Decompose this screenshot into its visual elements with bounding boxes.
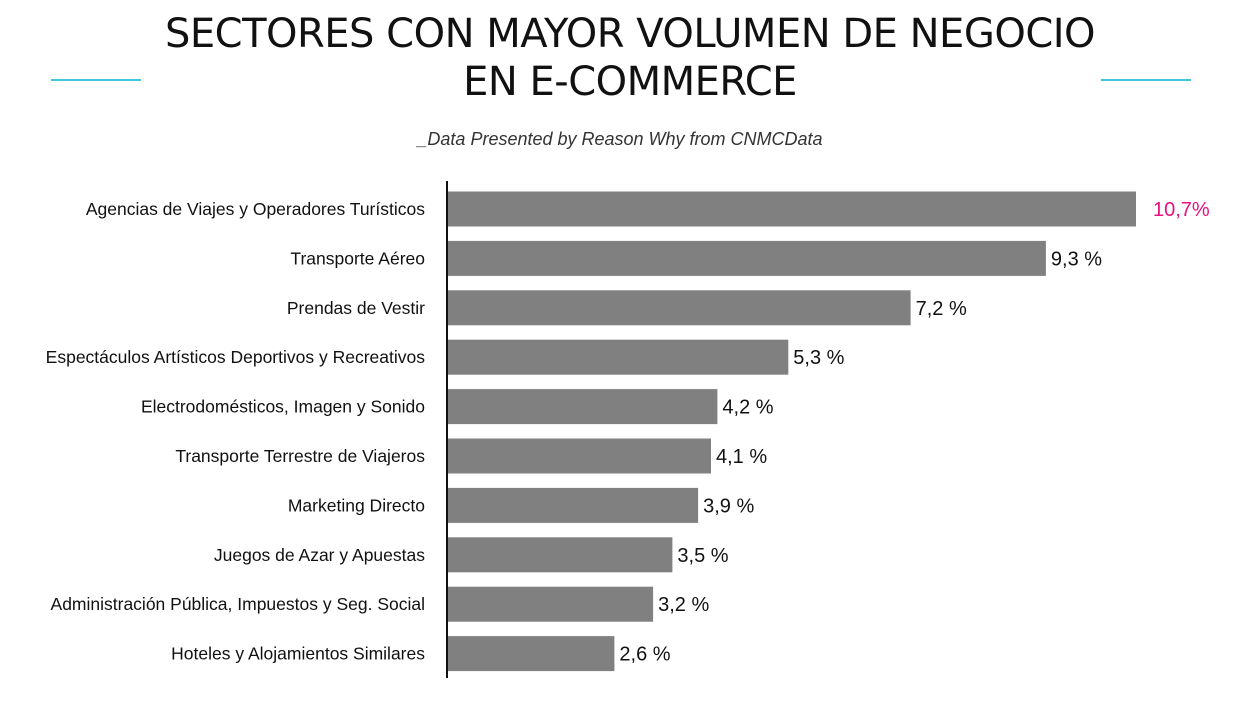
category-label: Marketing Directo bbox=[288, 495, 425, 515]
chart-title-line-1: SECTORES CON MAYOR VOLUMEN DE NEGOCIO bbox=[164, 11, 1096, 57]
bar-9 bbox=[447, 586, 654, 622]
category-label: Electrodomésticos, Imagen y Sonido bbox=[141, 397, 425, 417]
bar-5 bbox=[447, 389, 718, 425]
bar-10 bbox=[447, 636, 615, 672]
category-label: Juegos de Azar y Apuestas bbox=[214, 545, 425, 565]
bar-6 bbox=[447, 438, 711, 474]
value-label: 3,5 % bbox=[677, 545, 728, 567]
value-label: 4,2 % bbox=[722, 397, 773, 419]
category-label: Espectáculos Artísticos Deportivos y Rec… bbox=[46, 347, 426, 367]
value-label: 9,3 % bbox=[1051, 248, 1102, 270]
chart-title-line-2: EN E-COMMERCE bbox=[463, 59, 797, 105]
value-label: 3,2 % bbox=[658, 594, 709, 616]
value-label-highlight: 10,7% bbox=[1153, 199, 1210, 221]
value-label: 4,1 % bbox=[716, 446, 767, 468]
category-label: Prendas de Vestir bbox=[287, 298, 425, 318]
category-label: Transporte Terrestre de Viajeros bbox=[175, 446, 425, 466]
category-label: Administración Pública, Impuestos y Seg.… bbox=[51, 594, 425, 614]
value-label: 7,2 % bbox=[916, 298, 967, 320]
bar-8 bbox=[447, 537, 673, 573]
chart-title: SECTORES CON MAYOR VOLUMEN DE NEGOCIO EN… bbox=[0, 10, 1260, 106]
category-label: Agencias de Viajes y Operadores Turístic… bbox=[86, 199, 425, 219]
bar-7 bbox=[447, 487, 699, 523]
category-label: Transporte Aéreo bbox=[290, 248, 425, 268]
value-label: 2,6 % bbox=[619, 644, 670, 666]
value-label: 3,9 % bbox=[703, 495, 754, 517]
value-label: 5,3 % bbox=[793, 347, 844, 369]
bar-3 bbox=[447, 290, 911, 326]
chart-subtitle: _Data Presented by Reason Why from CNMCD… bbox=[417, 129, 823, 149]
category-label: Hoteles y Alojamientos Similares bbox=[171, 644, 425, 664]
accent-rule-right bbox=[1101, 79, 1191, 81]
bar-4 bbox=[447, 339, 789, 375]
bar-2 bbox=[447, 240, 1046, 276]
accent-rule-left bbox=[51, 79, 141, 81]
bar-1 bbox=[447, 191, 1136, 227]
